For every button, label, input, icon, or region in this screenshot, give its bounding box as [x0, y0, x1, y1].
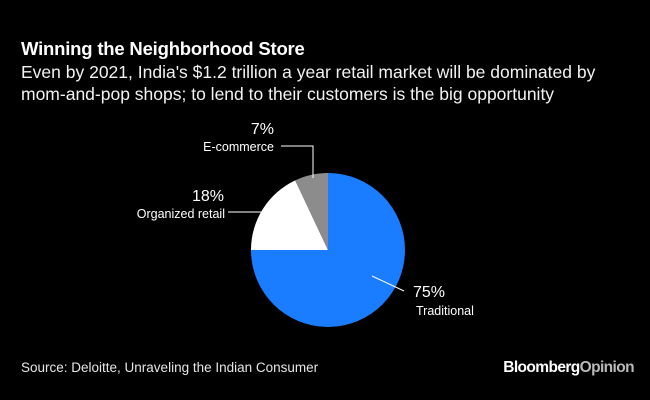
leader-lines	[228, 145, 405, 292]
chart-subtitle: Even by 2021, India's $1.2 trillion a ye…	[21, 62, 596, 104]
name-label-organized-retail: Organized retail	[137, 207, 225, 221]
pct-label-organized-retail: 18%	[192, 188, 224, 205]
leader-line-e-commerce	[281, 145, 314, 178]
leader-line-organized-retail	[228, 184, 295, 213]
bloomberg-opinion-logo: BloombergOpinion	[503, 359, 634, 377]
brand-secondary: Opinion	[579, 359, 635, 376]
slice-organized-retail	[251, 180, 328, 250]
leader-line-traditional	[371, 275, 405, 292]
slice-e-commerce	[295, 173, 328, 250]
slice-labels: 75% Traditional 18% Organized retail 7% E-com…	[137, 121, 474, 318]
source-note: Source: Deloitte, Unraveling the Indian …	[21, 360, 319, 375]
pct-label-traditional: 75%	[413, 284, 445, 301]
name-label-e-commerce: E-commerce	[203, 140, 274, 154]
pie-slices	[251, 173, 405, 327]
chart-title: Winning the Neighborhood Store	[21, 38, 305, 59]
pct-label-e-commerce: 7%	[251, 121, 274, 138]
brand-primary: Bloomberg	[503, 359, 580, 376]
name-label-traditional: Traditional	[416, 304, 474, 318]
